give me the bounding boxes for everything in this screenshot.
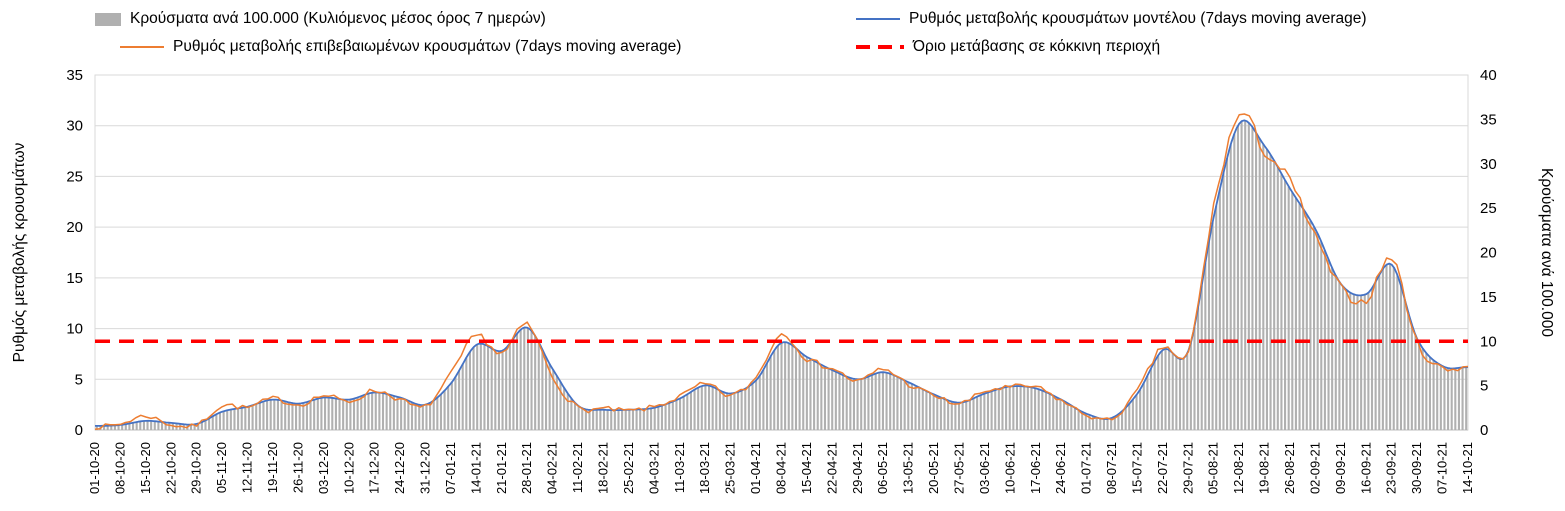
svg-text:15: 15 [1480,289,1497,306]
svg-text:07-10-21: 07-10-21 [1435,442,1450,494]
svg-text:14-10-21: 14-10-21 [1460,442,1475,494]
orange-line-swatch-icon [120,46,164,48]
svg-text:10-06-21: 10-06-21 [1002,442,1017,494]
legend-label-cases-per-100k: Κρούσματα ανά 100.000 (Κυλιόμενος μέσος … [130,10,546,27]
svg-text:01-07-21: 01-07-21 [1079,442,1094,494]
svg-text:08-04-21: 08-04-21 [774,442,789,494]
svg-text:0: 0 [1480,422,1488,439]
svg-text:03-12-20: 03-12-20 [316,442,331,494]
svg-text:15-07-21: 15-07-21 [1129,442,1144,494]
svg-text:19-11-20: 19-11-20 [265,442,280,493]
svg-text:14-01-21: 14-01-21 [468,442,483,494]
legend-label-red-threshold: Όριο μετάβασης σε κόκκινη περιοχή [913,38,1161,55]
svg-text:25: 25 [1480,200,1497,217]
svg-text:0: 0 [75,422,83,439]
svg-text:01-10-20: 01-10-20 [87,442,102,494]
svg-text:08-10-20: 08-10-20 [112,442,127,494]
legend-item-model-rate: Ρυθμός μεταβολής κρουσμάτων μοντέλου (7d… [856,8,1367,30]
svg-text:09-09-21: 09-09-21 [1333,442,1348,494]
legend-label-model-rate: Ρυθμός μεταβολής κρουσμάτων μοντέλου (7d… [909,10,1367,27]
svg-text:5: 5 [75,371,83,388]
svg-text:Κρούσματα ανά 100.000: Κρούσματα ανά 100.000 [1538,168,1555,337]
svg-text:29-10-20: 29-10-20 [189,442,204,494]
svg-text:11-03-21: 11-03-21 [672,442,687,493]
svg-text:25: 25 [66,168,83,185]
svg-text:06-05-21: 06-05-21 [875,442,890,494]
svg-text:35: 35 [66,67,83,84]
svg-text:04-02-21: 04-02-21 [545,442,560,494]
svg-text:26-11-20: 26-11-20 [290,442,305,493]
svg-text:29-07-21: 29-07-21 [1180,442,1195,494]
legend-label-confirmed-rate: Ρυθμός μεταβολής επιβεβαιωμένων κρουσμάτ… [173,38,682,55]
svg-text:5: 5 [1480,378,1488,395]
gray-bar-swatch-icon [95,12,121,26]
svg-text:23-09-21: 23-09-21 [1384,442,1399,494]
red-dash-swatch-icon [856,45,904,49]
svg-text:15-04-21: 15-04-21 [799,442,814,494]
svg-text:01-04-21: 01-04-21 [748,442,763,494]
legend-item-cases-per-100k: Κρούσματα ανά 100.000 (Κυλιόμενος μέσος … [95,8,546,30]
svg-text:17-06-21: 17-06-21 [1028,442,1043,494]
svg-text:24-06-21: 24-06-21 [1053,442,1068,494]
svg-text:20: 20 [1480,245,1497,262]
svg-text:05-11-20: 05-11-20 [214,442,229,493]
svg-text:26-08-21: 26-08-21 [1282,442,1297,494]
svg-text:18-03-21: 18-03-21 [697,442,712,494]
svg-text:22-10-20: 22-10-20 [163,442,178,494]
svg-text:31-12-20: 31-12-20 [418,442,433,494]
svg-text:12-08-21: 12-08-21 [1231,442,1246,494]
svg-text:21-01-21: 21-01-21 [494,442,509,494]
svg-text:10: 10 [1480,333,1497,350]
svg-text:Ρυθμός μεταβολής κρουσμάτων: Ρυθμός μεταβολής κρουσμάτων [11,142,28,362]
svg-text:19-08-21: 19-08-21 [1257,442,1272,494]
svg-text:28-01-21: 28-01-21 [519,442,534,494]
svg-text:04-03-21: 04-03-21 [646,442,661,494]
svg-text:08-07-21: 08-07-21 [1104,442,1119,494]
svg-text:22-04-21: 22-04-21 [824,442,839,494]
svg-text:02-09-21: 02-09-21 [1307,442,1322,494]
svg-text:10-12-20: 10-12-20 [341,442,356,494]
svg-text:05-08-21: 05-08-21 [1206,442,1221,494]
legend-item-confirmed-rate: Ρυθμός μεταβολής επιβεβαιωμένων κρουσμάτ… [120,36,681,58]
svg-text:30-09-21: 30-09-21 [1409,442,1424,494]
svg-text:40: 40 [1480,67,1497,84]
svg-text:03-06-21: 03-06-21 [977,442,992,494]
svg-text:10: 10 [66,321,83,338]
svg-text:25-03-21: 25-03-21 [723,442,738,494]
svg-text:20-05-21: 20-05-21 [926,442,941,494]
svg-text:25-02-21: 25-02-21 [621,442,636,494]
svg-text:15: 15 [66,270,83,287]
svg-text:16-09-21: 16-09-21 [1358,442,1373,494]
legend-item-red-threshold: Όριο μετάβασης σε κόκκινη περιοχή [856,36,1160,58]
svg-text:12-11-20: 12-11-20 [240,442,255,493]
blue-line-swatch-icon [856,18,900,20]
svg-text:07-01-21: 07-01-21 [443,442,458,494]
svg-text:27-05-21: 27-05-21 [951,442,966,494]
svg-text:13-05-21: 13-05-21 [901,442,916,494]
svg-text:11-02-21: 11-02-21 [570,442,585,493]
svg-text:17-12-20: 17-12-20 [367,442,382,494]
svg-text:35: 35 [1480,111,1497,128]
svg-text:18-02-21: 18-02-21 [596,442,611,494]
svg-text:24-12-20: 24-12-20 [392,442,407,494]
svg-text:30: 30 [1480,156,1497,173]
svg-text:20: 20 [66,219,83,236]
svg-text:15-10-20: 15-10-20 [138,442,153,494]
svg-text:22-07-21: 22-07-21 [1155,442,1170,494]
svg-text:30: 30 [66,118,83,135]
svg-text:29-04-21: 29-04-21 [850,442,865,494]
